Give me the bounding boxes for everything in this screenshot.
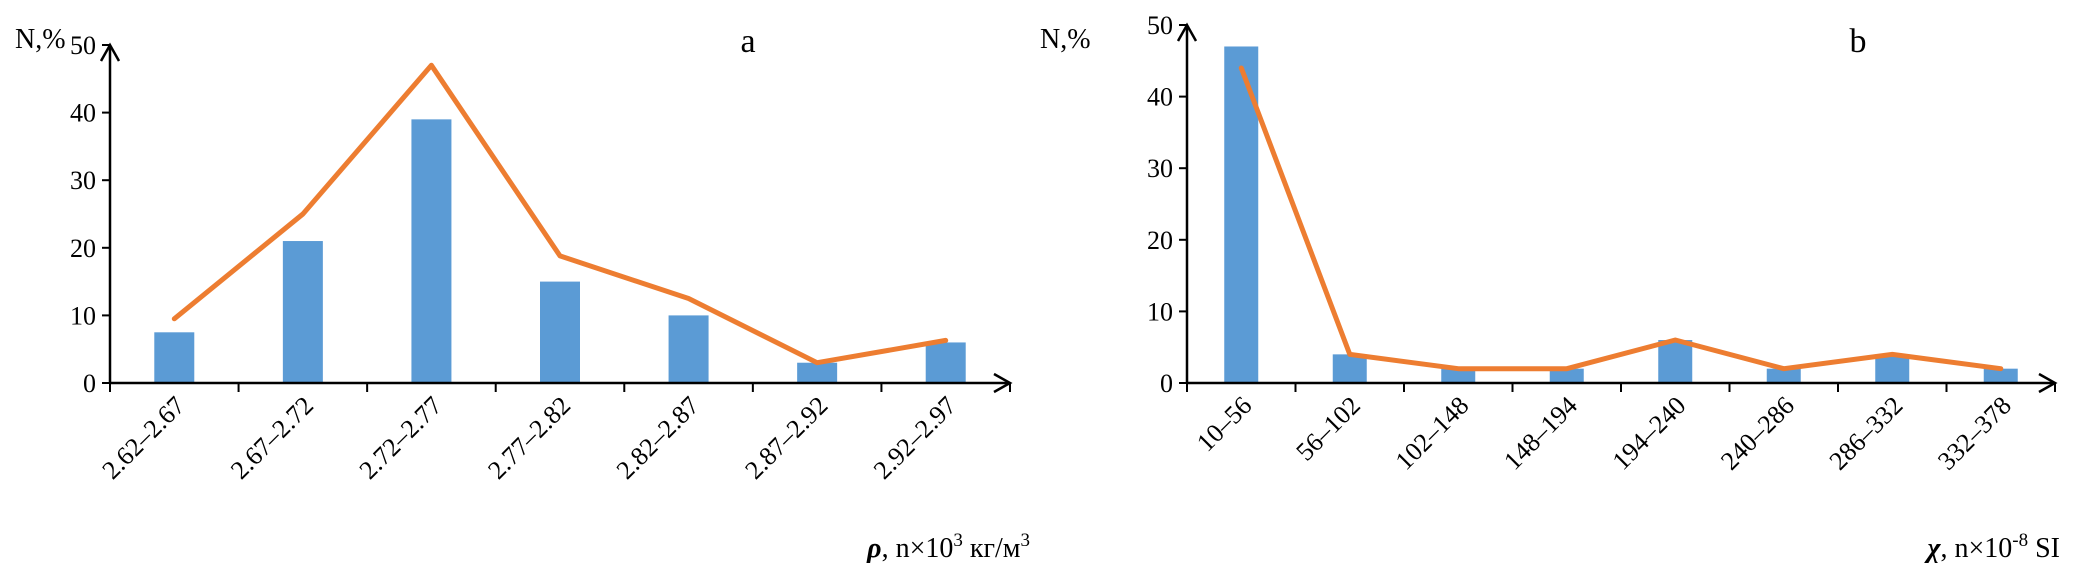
chart-panel-a: 0 10 20 30 40 50 2.62–2.67 2.67–2.72 2.72–2.77 2.… bbox=[15, 23, 1030, 564]
x-tick-label: 2.62–2.67 bbox=[96, 391, 190, 485]
bar bbox=[668, 315, 709, 383]
x-axis-label: ρ, n×103 кг/м3 bbox=[866, 530, 1030, 564]
x-tick-label: 56–102 bbox=[1290, 391, 1366, 467]
x-tick-label: 148–194 bbox=[1498, 391, 1583, 476]
y-tick-label: 0 bbox=[83, 369, 96, 398]
y-axis-label: N,% bbox=[15, 24, 66, 55]
x-tick-label: 332–378 bbox=[1932, 391, 2017, 476]
x-tick-label: 2.77–2.82 bbox=[482, 391, 576, 485]
chart-panel-b: 0 10 20 30 40 50 10–56 56–102 102–148 148–194 194–… bbox=[1040, 11, 2060, 564]
bar bbox=[154, 332, 195, 383]
y-tick-label: 20 bbox=[70, 234, 96, 263]
x-tick-label: 240–286 bbox=[1715, 391, 1800, 476]
x-axis-label: χ, n×10-8 SI bbox=[1923, 530, 2060, 564]
y-axis-label: N,% bbox=[1040, 24, 1091, 55]
x-tick-label: 286–332 bbox=[1824, 391, 1909, 476]
x-tick-label: 2.82–2.87 bbox=[611, 391, 705, 485]
bar bbox=[1766, 368, 1801, 383]
y-tick-label: 40 bbox=[1147, 83, 1173, 112]
y-tick-label: 50 bbox=[70, 31, 96, 60]
x-tick-label: 102–148 bbox=[1390, 391, 1475, 476]
x-tick-label: 2.72–2.77 bbox=[354, 391, 448, 485]
x-tick-label: 10–56 bbox=[1191, 391, 1257, 457]
x-tick-label: 2.87–2.92 bbox=[739, 391, 833, 485]
bar bbox=[282, 241, 323, 383]
series-line bbox=[1238, 65, 2004, 372]
y-tick-label: 10 bbox=[70, 301, 96, 330]
x-tick-label: 2.67–2.72 bbox=[225, 391, 319, 485]
panel-letter: b bbox=[1850, 23, 1867, 60]
bar bbox=[1549, 368, 1584, 383]
panel-letter: a bbox=[740, 23, 755, 60]
bar bbox=[411, 119, 452, 384]
x-tick-label: 194–240 bbox=[1607, 391, 1692, 476]
x-tick-label: 2.92–2.97 bbox=[868, 391, 962, 485]
y-tick-label: 0 bbox=[1160, 369, 1173, 398]
bar bbox=[1441, 368, 1476, 383]
y-tick-label: 10 bbox=[1147, 297, 1173, 326]
y-tick-label: 30 bbox=[70, 166, 96, 195]
bar bbox=[1983, 368, 2018, 383]
bar bbox=[925, 342, 966, 383]
bar bbox=[1875, 354, 1910, 383]
bar bbox=[797, 362, 838, 383]
y-tick-label: 50 bbox=[1147, 11, 1173, 40]
bar bbox=[1658, 340, 1693, 383]
bar bbox=[540, 281, 580, 383]
series-line bbox=[171, 62, 949, 366]
y-tick-label: 40 bbox=[70, 99, 96, 128]
bar bbox=[1332, 354, 1367, 383]
y-tick-label: 20 bbox=[1147, 226, 1173, 255]
y-tick-label: 30 bbox=[1147, 154, 1173, 183]
